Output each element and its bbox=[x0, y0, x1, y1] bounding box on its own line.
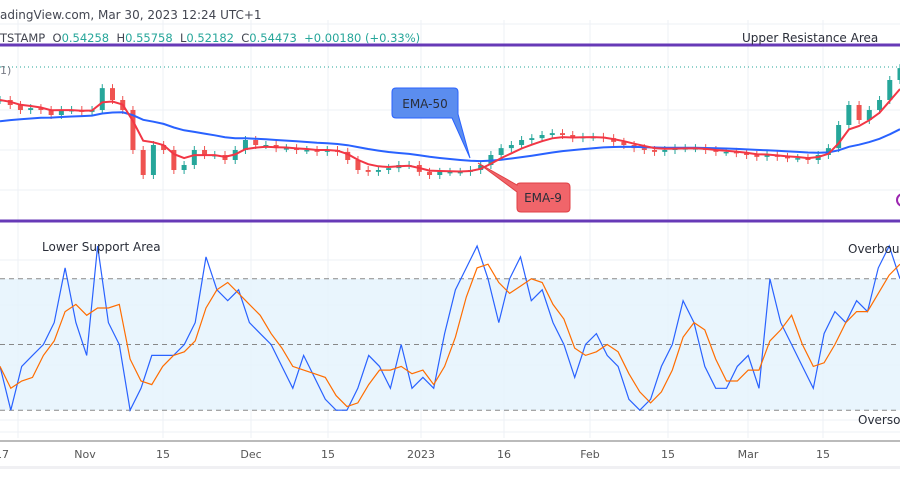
close-label: C bbox=[241, 31, 250, 45]
candle bbox=[365, 170, 371, 172]
upper-resistance-label: Upper Resistance Area bbox=[742, 31, 878, 45]
x-tick-label: 15 bbox=[321, 448, 335, 461]
open-value: 0.54258 bbox=[61, 31, 110, 45]
candle bbox=[283, 148, 289, 150]
candle bbox=[529, 138, 535, 140]
high-value: 0.55758 bbox=[125, 31, 173, 45]
candle bbox=[539, 135, 545, 139]
candle bbox=[733, 151, 739, 154]
candle bbox=[744, 153, 750, 155]
candle bbox=[375, 170, 381, 172]
candle bbox=[28, 108, 34, 110]
candle bbox=[652, 150, 658, 152]
candle bbox=[304, 150, 310, 152]
candle bbox=[560, 133, 565, 135]
candle bbox=[621, 141, 627, 145]
ema9-callout bbox=[477, 162, 571, 213]
candle bbox=[253, 140, 259, 145]
low-value: 0.52182 bbox=[186, 31, 234, 45]
candle bbox=[191, 150, 197, 165]
candle bbox=[508, 145, 514, 149]
oversold-label: Oversold bbox=[858, 413, 900, 427]
x-tick-label: Dec bbox=[240, 448, 261, 461]
x-tick-label: 16 bbox=[497, 448, 511, 461]
ohlc-legend: TSTAMP O0.54258 H0.55758 L0.52182 C0.544… bbox=[0, 31, 420, 45]
candle bbox=[48, 110, 54, 115]
open-label: O bbox=[52, 31, 62, 45]
candle bbox=[171, 150, 177, 170]
ema9-line bbox=[0, 88, 900, 173]
candle bbox=[764, 155, 770, 157]
candle bbox=[58, 110, 64, 115]
candle bbox=[723, 151, 729, 154]
candle bbox=[754, 155, 760, 157]
ema50-callout-label: EMA-50 bbox=[402, 97, 447, 111]
marker-circle bbox=[896, 193, 900, 207]
ema50-callout bbox=[391, 87, 471, 159]
candle bbox=[130, 110, 136, 150]
candle bbox=[242, 140, 248, 150]
stoch-d-line bbox=[0, 263, 900, 408]
candle bbox=[150, 145, 156, 175]
x-tick-label: 15 bbox=[661, 448, 675, 461]
time-axis-bottom bbox=[0, 466, 900, 469]
close-value: 0.54473 bbox=[249, 31, 297, 45]
x-tick-label: 17 bbox=[0, 448, 9, 461]
x-tick-label: Mar bbox=[738, 448, 759, 461]
lower-support-label: Lower Support Area bbox=[42, 240, 161, 254]
candle bbox=[785, 156, 790, 159]
x-tick-label: Feb bbox=[580, 448, 599, 461]
candle bbox=[549, 133, 555, 135]
candle bbox=[641, 148, 647, 150]
ema50-line bbox=[0, 111, 900, 163]
indicator-label-fragment: 1) bbox=[0, 64, 12, 77]
x-tick-label: 15 bbox=[156, 448, 170, 461]
source-header: adingView.com, Mar 30, 2023 12:24 UTC+1 bbox=[0, 8, 262, 22]
symbol: TSTAMP bbox=[0, 31, 46, 45]
x-tick-label: 15 bbox=[816, 448, 830, 461]
stoch-k-line bbox=[0, 244, 900, 413]
candle bbox=[795, 158, 801, 160]
x-tick-label: 2023 bbox=[407, 448, 435, 461]
candle bbox=[662, 150, 668, 152]
candle bbox=[386, 168, 392, 170]
candle bbox=[181, 165, 187, 170]
candle bbox=[856, 105, 862, 120]
candle bbox=[897, 68, 900, 80]
candle bbox=[498, 148, 504, 155]
candle bbox=[478, 165, 484, 170]
candle bbox=[202, 150, 208, 155]
candle bbox=[437, 171, 443, 175]
candle bbox=[866, 110, 872, 120]
candle bbox=[836, 125, 842, 149]
candle bbox=[140, 150, 146, 175]
candle bbox=[519, 140, 525, 145]
candle bbox=[457, 171, 463, 174]
candle bbox=[99, 88, 105, 110]
candle bbox=[877, 100, 883, 110]
candle bbox=[887, 80, 893, 100]
candle bbox=[355, 160, 361, 170]
overbought-label: Overbought bbox=[848, 242, 900, 256]
candle bbox=[846, 105, 852, 125]
candle bbox=[110, 88, 115, 100]
candle bbox=[345, 151, 351, 160]
candle bbox=[427, 171, 433, 175]
candle bbox=[38, 108, 44, 110]
candle bbox=[447, 171, 453, 174]
candle bbox=[161, 145, 167, 150]
change-value: +0.00180 (+0.33%) bbox=[304, 31, 421, 45]
ema9-callout-label: EMA-9 bbox=[524, 191, 562, 205]
x-tick-label: Nov bbox=[74, 448, 96, 461]
low-label: L bbox=[179, 31, 187, 45]
candle bbox=[17, 105, 23, 110]
high-label: H bbox=[116, 31, 126, 45]
